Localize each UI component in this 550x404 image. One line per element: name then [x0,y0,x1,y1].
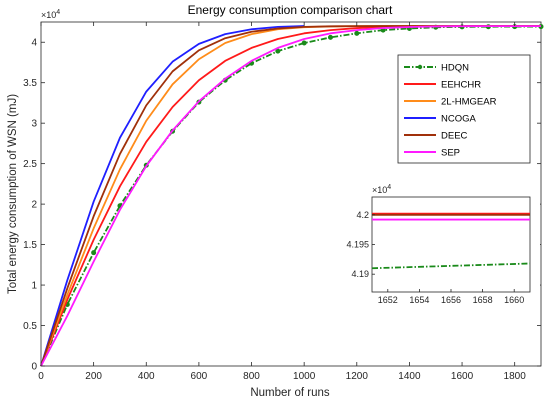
inset-y-tick-label: 4.19 [351,269,369,279]
x-tick-label: 600 [191,371,208,382]
inset-x-tick-label: 1658 [473,295,493,305]
x-axis-title: Number of runs [250,387,330,399]
legend-items: HDQN EEHCHR 2L-HMGEAR NCOGA DEEC SEP [404,63,497,159]
x-axis-ticks: 0 200 400 600 800 1000 1200 1400 1600 1800 [38,22,526,382]
inset-line-hdqn [371,262,531,270]
legend-label-deec: DEEC [441,131,468,142]
y-tick-label: 0 [31,362,37,373]
x-tick-label: 1600 [451,371,474,382]
inset-y-tick-label: 4.195 [346,240,369,250]
legend: HDQN EEHCHR 2L-HMGEAR NCOGA DEEC SEP [397,54,531,164]
series-layer [40,24,544,367]
legend-marker-hdqn [417,64,423,70]
x-tick-label: 1800 [504,371,527,382]
inset-x-tick-label: 1660 [504,295,524,305]
series-point-hdqn [91,250,97,256]
y-tick-label: 3.5 [23,78,37,89]
legend-box [397,54,531,164]
legend-label-eehchr: EEHCHR [441,80,481,91]
inset-series-layer [371,212,531,270]
x-tick-label: 0 [38,371,44,382]
inset-x-axis-ticks: 1652 1654 1656 1658 1660 [378,289,524,305]
series-point-hdqn [327,34,333,40]
inset-y-tick-label: 4.2 [356,210,369,220]
legend-label-2l-hmgear: 2L-HMGEAR [441,97,497,108]
x-tick-label: 1000 [293,371,316,382]
x-tick-label: 1200 [346,371,369,382]
y-axis-ticks: 0 0.5 1 1.5 2 2.5 3 3.5 4 [23,38,541,373]
y-tick-label: 1.5 [23,240,37,251]
series-line-hdqn [40,25,542,367]
legend-label-sep: SEP [441,148,460,159]
x-tick-label: 200 [85,371,102,382]
y-tick-label: 1 [31,281,37,292]
chart-title: Energy consumption comparison chart [188,3,393,17]
y-tick-label: 2 [31,200,37,211]
y-tick-label: 0.5 [23,321,37,332]
series-point-hdqn [301,40,307,46]
x-tick-label: 800 [243,371,260,382]
inset-y-axis-exponent: ×104 [372,184,391,195]
series-point-hdqn [275,48,281,54]
y-axis-title: Total energy consumption of WSN (mJ) [7,94,19,294]
legend-label-ncoga: NCOGA [441,114,477,125]
inset-x-tick-label: 1654 [409,295,429,305]
series-line-ncoga [40,25,305,367]
legend-label-hdqn: HDQN [441,63,469,74]
x-tick-label: 1400 [398,371,421,382]
inset-plot-area [371,196,531,293]
y-tick-label: 4 [31,38,37,49]
series-point-hdqn [354,30,360,36]
y-tick-label: 2.5 [23,159,37,170]
inset-x-tick-label: 1656 [441,295,461,305]
y-tick-label: 3 [31,119,37,130]
inset-y-axis-ticks: 4.19 4.195 4.2 [346,210,375,279]
y-axis-exponent: ×104 [41,9,60,20]
x-tick-label: 400 [138,371,155,382]
series-line-sep [40,25,541,367]
inset-chart: 1652 1654 1656 1658 1660 4.19 4.195 4.2 ×104 [340,184,540,312]
inset-x-tick-label: 1652 [378,295,398,305]
